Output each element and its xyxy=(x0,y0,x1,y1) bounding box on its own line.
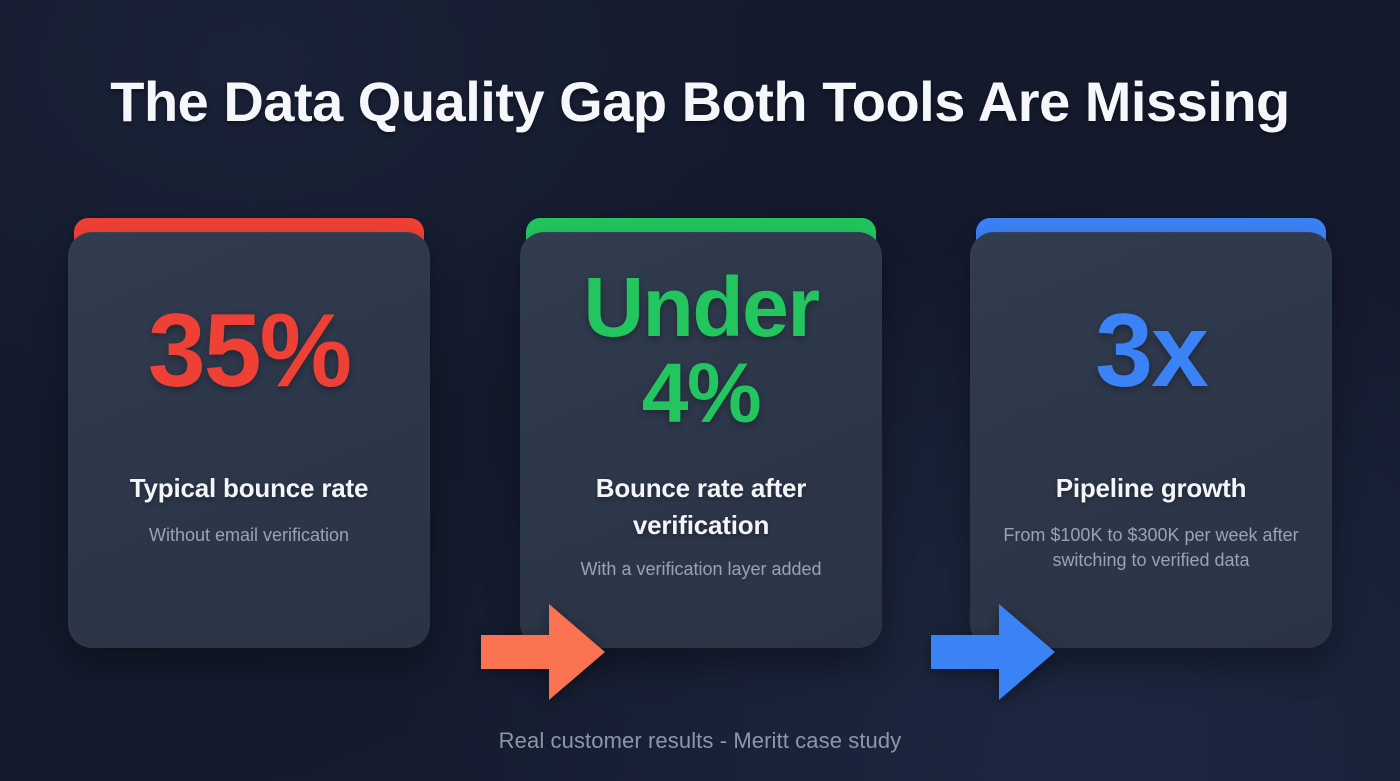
stat-value-slot: Under 4% xyxy=(542,232,860,470)
card-body: 35% Typical bounce rate Without email ve… xyxy=(68,232,430,648)
stat-value: Under 4% xyxy=(583,260,820,440)
arrow-right-icon-orange xyxy=(481,604,605,700)
stat-value-line: Under xyxy=(583,260,820,355)
stat-card-typical-bounce-rate[interactable]: 35% Typical bounce rate Without email ve… xyxy=(68,218,430,648)
stat-card-bounce-rate-after-verification[interactable]: Under 4% Bounce rate after verification W… xyxy=(520,218,882,648)
stat-card-pipeline-growth[interactable]: 3x Pipeline growth From $100K to $300K p… xyxy=(970,218,1332,648)
stat-value-slot: 3x xyxy=(992,232,1310,470)
card-body: 3x Pipeline growth From $100K to $300K p… xyxy=(970,232,1332,648)
stat-value: 3x xyxy=(1095,292,1209,409)
stat-value-line: 4% xyxy=(641,346,762,440)
arrow-shape xyxy=(931,604,1055,700)
stat-label: Typical bounce rate xyxy=(129,473,369,503)
stat-value: 35% xyxy=(147,292,352,409)
page-title: The Data Quality Gap Both Tools Are Miss… xyxy=(110,70,1290,133)
stat-label: Pipeline growth xyxy=(1055,473,1247,503)
stat-sublabel: Without email verification xyxy=(148,524,350,545)
card-body: Under 4% Bounce rate after verification W… xyxy=(520,232,882,648)
stat-cards-row: 35% Typical bounce rate Without email ve… xyxy=(68,218,1332,700)
stat-sublabel: From $100K to $300K per week after switc… xyxy=(1003,524,1299,571)
stat-value-slot: 35% xyxy=(90,232,408,470)
arrow-right-icon-blue xyxy=(931,604,1055,700)
arrow-shape xyxy=(481,604,605,700)
stat-label: Bounce rate after verification xyxy=(595,473,807,540)
stat-sublabel: With a verification layer added xyxy=(580,558,822,579)
footer-caption: Real customer results - Meritt case stud… xyxy=(498,728,902,753)
